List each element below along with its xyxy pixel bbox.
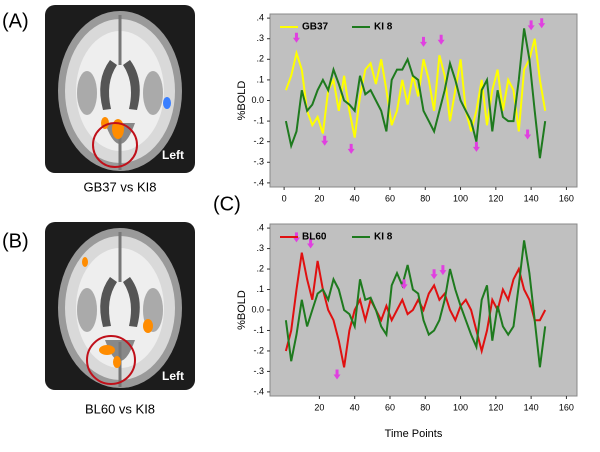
- peak-arrow: [472, 141, 480, 152]
- y-tick-label: .2: [256, 263, 264, 273]
- y-axis-label: %BOLD: [236, 81, 248, 121]
- y-tick-label: -.2: [253, 345, 264, 355]
- y-tick-label: .3: [256, 243, 264, 253]
- peak-arrow: [430, 269, 438, 280]
- y-tick-label: -.3: [253, 366, 264, 376]
- x-tick-label: 120: [488, 193, 503, 203]
- peak-arrow: [347, 143, 355, 154]
- peak-arrow: [420, 36, 427, 47]
- x-tick-label: 100: [453, 402, 468, 412]
- x-tick-label: 120: [488, 402, 503, 412]
- x-tick-label: 160: [559, 193, 574, 203]
- caption: BL60 vs KI8: [85, 401, 155, 416]
- y-tick-label: 0.0: [251, 95, 264, 105]
- y-tick-label: 0.0: [251, 304, 264, 314]
- peak-arrow: [321, 135, 329, 146]
- x-tick-label: 40: [350, 402, 360, 412]
- peak-arrow: [524, 129, 532, 140]
- peak-arrow: [538, 18, 546, 29]
- peak-arrow: [333, 369, 341, 380]
- data-line: [284, 28, 547, 159]
- panel-label: (C): [213, 193, 241, 215]
- x-tick-label: 80: [420, 402, 430, 412]
- x-tick-label: 60: [385, 193, 395, 203]
- y-tick-label: -.4: [253, 386, 264, 396]
- side-label: Left: [162, 148, 184, 162]
- x-tick-label: 140: [524, 193, 539, 203]
- x-tick-label: 20: [314, 193, 324, 203]
- peak-arrow: [307, 238, 315, 249]
- y-tick-label: .1: [256, 74, 264, 84]
- y-tick-label: .4: [256, 12, 264, 22]
- x-axis-label: Time Points: [385, 428, 443, 440]
- y-tick-label: -.3: [253, 157, 264, 167]
- y-tick-label: .2: [256, 54, 264, 64]
- y-tick-label: .4: [256, 222, 264, 232]
- x-tick-label: 60: [385, 402, 395, 412]
- peak-arrow: [400, 279, 408, 290]
- y-tick-label: -.4: [253, 177, 264, 187]
- caption: GB37 vs KI8: [84, 179, 157, 194]
- x-tick-label: 160: [559, 402, 574, 412]
- legend-label: KI 8: [374, 232, 393, 243]
- data-line: [284, 240, 547, 368]
- brain-image-a: Left: [43, 3, 197, 175]
- brain-image-b: Left: [43, 220, 197, 392]
- peak-arrow: [292, 32, 300, 43]
- peak-arrow: [527, 20, 535, 31]
- panel-label: (B): [2, 230, 29, 252]
- peak-arrow: [437, 34, 445, 45]
- y-tick-label: -.2: [253, 136, 264, 146]
- legend-label: BL60: [302, 232, 327, 243]
- y-tick-label: .3: [256, 33, 264, 43]
- peak-arrow: [439, 265, 447, 276]
- x-tick-label: 20: [314, 402, 324, 412]
- x-tick-label: 40: [350, 193, 360, 203]
- y-tick-label: -.1: [253, 325, 264, 335]
- y-tick-label: -.1: [253, 115, 264, 125]
- x-tick-label: 140: [524, 402, 539, 412]
- x-tick-label: 0: [282, 193, 287, 203]
- y-axis-label: %BOLD: [236, 290, 248, 330]
- x-tick-label: 100: [453, 193, 468, 203]
- legend-label: GB37: [302, 22, 329, 33]
- x-tick-label: 80: [420, 193, 430, 203]
- side-label: Left: [162, 369, 184, 383]
- legend-label: KI 8: [374, 22, 393, 33]
- panel-label: (A): [2, 10, 29, 32]
- data-line: [284, 252, 547, 368]
- y-tick-label: .1: [256, 284, 264, 294]
